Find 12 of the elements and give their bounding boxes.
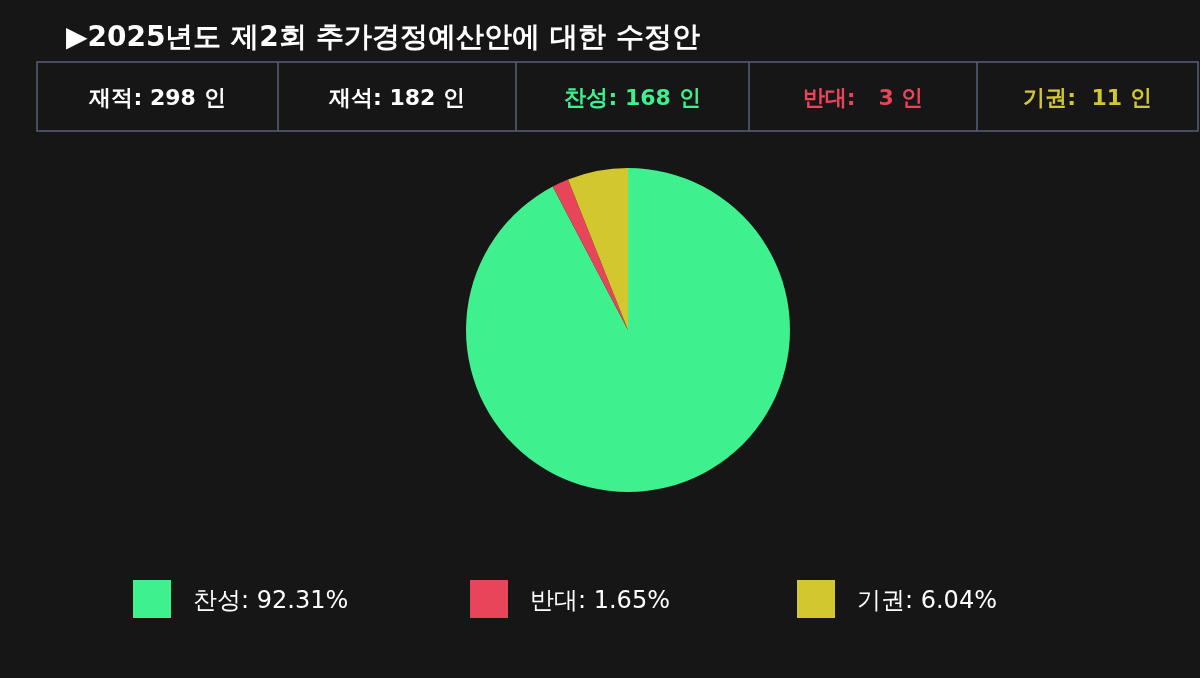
text: 반대: 3 인	[802, 84, 924, 110]
legend-label: 반대: 1.65%	[530, 586, 670, 614]
text: 재적: 298 인	[88, 84, 226, 110]
text: 기권: 11 인	[1023, 84, 1152, 110]
legend-label: 찬성: 92.31%	[193, 586, 349, 614]
pie-slice	[466, 168, 790, 492]
pie-slice	[567, 168, 628, 330]
text: 재석: 182 인	[327, 84, 466, 110]
pie-slice	[552, 179, 628, 330]
text: 찬성: 168 인	[564, 84, 701, 110]
chart-title: ▶2025년도 제2회 추가경정예산안에 대한 수정안	[66, 20, 700, 53]
legend-label: 기권: 6.04%	[857, 586, 997, 614]
